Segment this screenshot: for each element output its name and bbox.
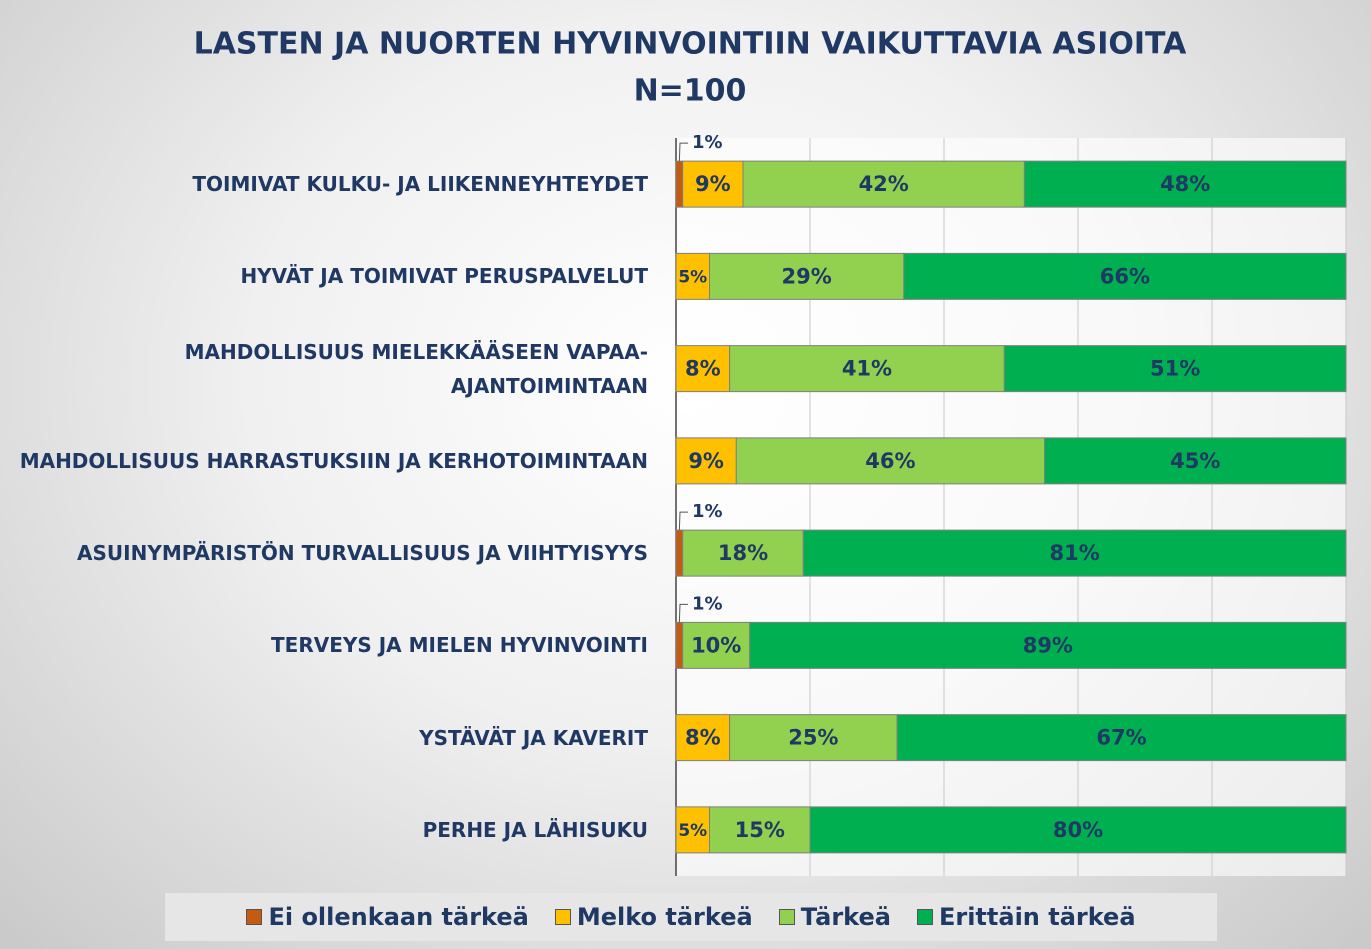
data-label: 80% xyxy=(1053,818,1103,842)
data-label: 89% xyxy=(1023,633,1073,657)
data-label: 15% xyxy=(735,818,785,842)
data-label: 42% xyxy=(859,172,909,196)
bar-segment xyxy=(1044,437,1347,485)
data-label: 8% xyxy=(685,357,721,381)
leader-line xyxy=(678,511,688,531)
bar-segment xyxy=(749,621,1347,669)
legend-swatch xyxy=(916,909,933,925)
data-label: 48% xyxy=(1160,172,1210,196)
category-label: MAHDOLLISUUS HARRASTUKSIIN JA KERHOTOIMI… xyxy=(19,448,648,473)
data-label: 1% xyxy=(692,593,723,614)
bar-segment xyxy=(903,252,1347,300)
bar-segment xyxy=(1023,160,1347,208)
bar-segment xyxy=(675,529,684,577)
bar-segment xyxy=(1003,345,1347,393)
bar-segment xyxy=(802,529,1347,577)
category-label: PERHE JA LÄHISUKU xyxy=(422,817,648,842)
category-label: TERVEYS JA MIELEN HYVINVOINTI xyxy=(271,633,648,658)
bar-segment xyxy=(675,160,684,208)
category-label: YSTÄVÄT JA KAVERIT xyxy=(419,725,648,750)
data-label: 8% xyxy=(685,726,721,750)
category-label: MAHDOLLISUUS MIELEKKÄÄSEEN VAPAA-AJANTOI… xyxy=(184,339,648,398)
data-label: 51% xyxy=(1150,357,1200,381)
bar-segment xyxy=(742,160,1025,208)
leader-line xyxy=(678,603,688,623)
data-label: 9% xyxy=(688,449,724,473)
category-label: ASUINYMPÄRISTÖN TURVALLISUUS JA VIIHTYIS… xyxy=(77,541,648,566)
data-label: 9% xyxy=(695,172,731,196)
data-label: 41% xyxy=(842,357,892,381)
legend-item: Erittäin tärkeä xyxy=(916,903,1136,931)
data-label: 46% xyxy=(865,449,915,473)
bar-segment xyxy=(675,345,731,393)
legend-item: Ei ollenkaan tärkeä xyxy=(246,903,529,931)
leader-line xyxy=(678,142,688,162)
data-label: 67% xyxy=(1096,726,1146,750)
data-label: 25% xyxy=(788,726,838,750)
category-label: HYVÄT JA TOIMIVAT PERUSPALVELUT xyxy=(240,264,648,289)
bar-segment xyxy=(809,806,1347,854)
chart-title: LASTEN JA NUORTEN HYVINVOINTIIN VAIKUTTA… xyxy=(194,27,1188,62)
bar-segment xyxy=(735,437,1045,485)
bar-segment xyxy=(675,806,710,854)
data-label: 29% xyxy=(782,264,832,288)
legend-label: Tärkeä xyxy=(800,903,891,931)
bar-segment xyxy=(675,621,684,669)
data-label: 5% xyxy=(678,267,707,287)
category-label: TOIMIVAT KULKU- JA LIIKENNEYHTEYDET xyxy=(192,172,648,197)
data-label: 18% xyxy=(718,541,768,565)
legend-label: Ei ollenkaan tärkeä xyxy=(268,903,529,931)
bar-segment xyxy=(682,529,804,577)
legend-swatch xyxy=(246,909,263,925)
bar-segment xyxy=(675,437,737,485)
chart-subtitle: N=100 xyxy=(634,74,747,109)
data-label: 10% xyxy=(691,633,741,657)
legend-label: Erittäin tärkeä xyxy=(938,903,1136,931)
data-label: 5% xyxy=(678,821,707,841)
data-label: 1% xyxy=(692,132,723,153)
data-label: 1% xyxy=(692,501,723,522)
bar-segment xyxy=(709,252,905,300)
legend-label: Melko tärkeä xyxy=(576,903,753,931)
data-label: 66% xyxy=(1100,264,1150,288)
bar-segment xyxy=(729,345,1005,393)
bar-segment xyxy=(682,160,744,208)
plot-area xyxy=(676,138,1346,876)
legend-item: Tärkeä xyxy=(778,903,891,931)
legend-swatch xyxy=(554,909,571,925)
data-label: 45% xyxy=(1170,449,1220,473)
legend-swatch xyxy=(778,909,795,925)
bar-segment xyxy=(709,806,811,854)
legend: Ei ollenkaan tärkeä Melko tärkeä Tärkeä Eri… xyxy=(165,893,1217,941)
legend-item: Melko tärkeä xyxy=(554,903,753,931)
bar-segment xyxy=(729,714,898,762)
data-label: 81% xyxy=(1050,541,1100,565)
bar-segment xyxy=(896,714,1347,762)
